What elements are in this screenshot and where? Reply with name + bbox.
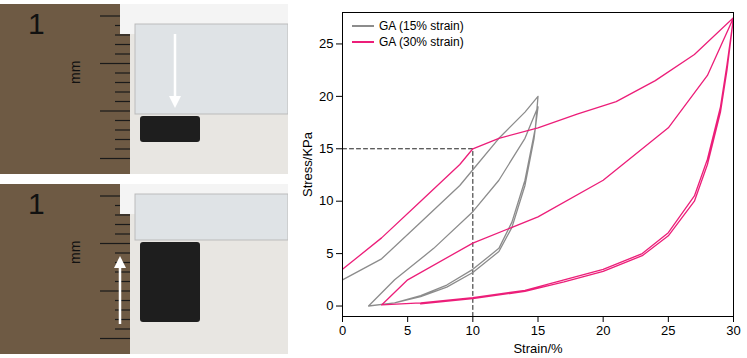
svg-text:1: 1 <box>28 187 45 220</box>
html-text:GA (15% strain): GA (15% strain) <box>379 19 464 33</box>
svg-text:30: 30 <box>726 323 740 338</box>
svg-text:25: 25 <box>319 36 333 51</box>
svg-text:10: 10 <box>319 193 333 208</box>
svg-text:15: 15 <box>319 141 333 156</box>
svg-text:5: 5 <box>326 246 333 261</box>
svg-text:0: 0 <box>339 323 346 338</box>
svg-text:5: 5 <box>404 323 411 338</box>
svg-text:15: 15 <box>531 323 545 338</box>
svg-text:Stress/KPa: Stress/KPa <box>300 131 315 197</box>
svg-text:20: 20 <box>596 323 610 338</box>
svg-text:1: 1 <box>28 7 45 40</box>
svg-text:10: 10 <box>466 323 480 338</box>
svg-text:20: 20 <box>319 89 333 104</box>
html-text:GA (30% strain): GA (30% strain) <box>379 35 464 49</box>
svg-text:Strain/%: Strain/% <box>513 341 563 356</box>
svg-text:25: 25 <box>661 323 675 338</box>
svg-text:mm: mm <box>67 241 83 264</box>
svg-text:mm: mm <box>67 61 83 84</box>
svg-text:0: 0 <box>326 298 333 313</box>
